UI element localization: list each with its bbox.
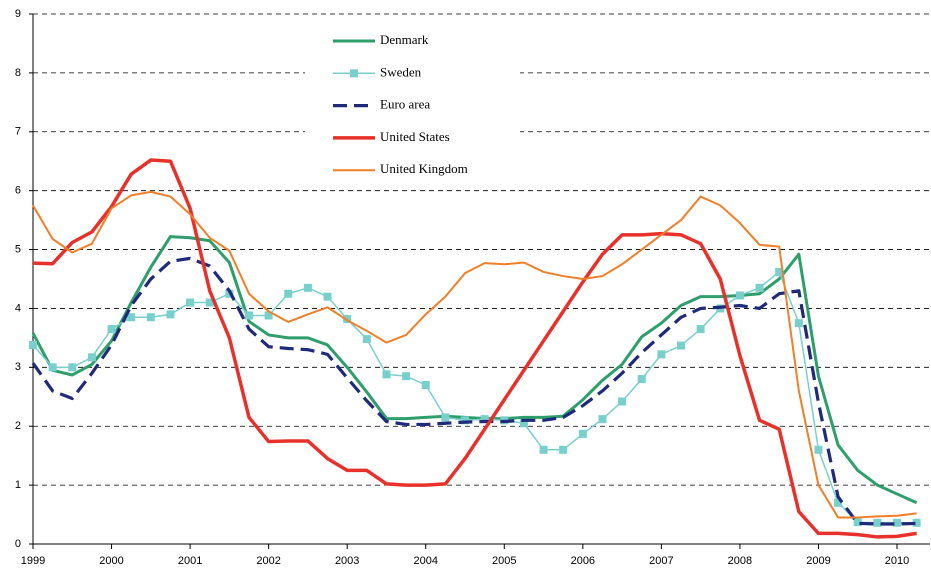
marker — [461, 416, 470, 425]
marker — [205, 298, 214, 307]
marker — [245, 311, 254, 320]
x-tick-label: 2005 — [492, 555, 516, 567]
legend-label: United States — [380, 129, 450, 144]
marker — [657, 350, 666, 359]
marker — [480, 415, 489, 424]
y-tick-label: 1 — [15, 479, 21, 491]
y-tick-label: 4 — [15, 302, 21, 314]
marker — [834, 498, 843, 507]
marker — [559, 445, 568, 454]
marker — [814, 445, 823, 454]
marker — [48, 363, 57, 372]
marker — [362, 335, 371, 344]
series-line — [31, 256, 917, 526]
marker — [107, 325, 116, 334]
legend: Denmark Sweden Euro area United States Unite… — [305, 24, 520, 186]
marker — [893, 518, 902, 527]
marker — [696, 325, 705, 334]
y-tick-label: 6 — [15, 185, 21, 197]
marker — [382, 370, 391, 379]
marker — [166, 310, 175, 319]
marker — [735, 291, 744, 300]
legend-label: Euro area — [380, 97, 430, 112]
legend-label: United Kingdom — [380, 161, 468, 176]
y-tick-label: 0 — [15, 538, 21, 550]
x-tick-label: 2003 — [335, 555, 359, 567]
x-tick-label: 2009 — [806, 555, 830, 567]
marker — [284, 289, 293, 298]
x-tick-label: 2006 — [571, 555, 595, 567]
series-line — [31, 235, 918, 505]
marker — [441, 413, 450, 422]
marker — [186, 298, 195, 307]
marker — [755, 283, 764, 292]
marker — [127, 313, 136, 322]
marker — [853, 518, 862, 527]
x-tick-label: 2008 — [728, 555, 752, 567]
x-tick-label: 2004 — [413, 555, 437, 567]
x-tick-label: 2002 — [256, 555, 280, 567]
marker — [912, 518, 921, 527]
y-tick-label: 5 — [15, 243, 21, 255]
marker — [146, 313, 155, 322]
marker — [637, 375, 646, 384]
marker — [794, 319, 803, 328]
series-line — [32, 158, 917, 539]
y-tick-label: 8 — [15, 67, 21, 79]
marker — [323, 292, 332, 301]
x-tick-label: 2001 — [178, 555, 202, 567]
marker — [68, 363, 77, 372]
marker — [519, 419, 528, 428]
marker — [539, 445, 548, 454]
marker — [775, 267, 784, 276]
marker — [303, 283, 312, 292]
y-tick-label: 9 — [15, 8, 21, 20]
marker — [264, 311, 273, 320]
marker — [578, 429, 587, 438]
marker — [402, 372, 411, 381]
series-line — [32, 271, 917, 524]
y-tick-label: 3 — [15, 361, 21, 373]
x-tick-label: 2010 — [885, 555, 909, 567]
marker — [29, 340, 37, 349]
x-tick-label: 2007 — [649, 555, 673, 567]
y-tick-label: 7 — [15, 126, 21, 138]
marker — [618, 397, 627, 406]
series-line — [32, 190, 917, 519]
legend-label: Denmark — [380, 32, 429, 47]
legend-marker — [350, 69, 358, 78]
x-tick-label: 1999 — [21, 555, 45, 567]
marker — [87, 353, 96, 362]
marker — [873, 518, 882, 527]
marker — [598, 415, 607, 424]
legend-label: Sweden — [380, 64, 422, 79]
y-tick-label: 2 — [15, 420, 21, 432]
marker — [421, 381, 430, 389]
x-tick-label: 2000 — [99, 555, 123, 567]
marker — [677, 341, 686, 350]
